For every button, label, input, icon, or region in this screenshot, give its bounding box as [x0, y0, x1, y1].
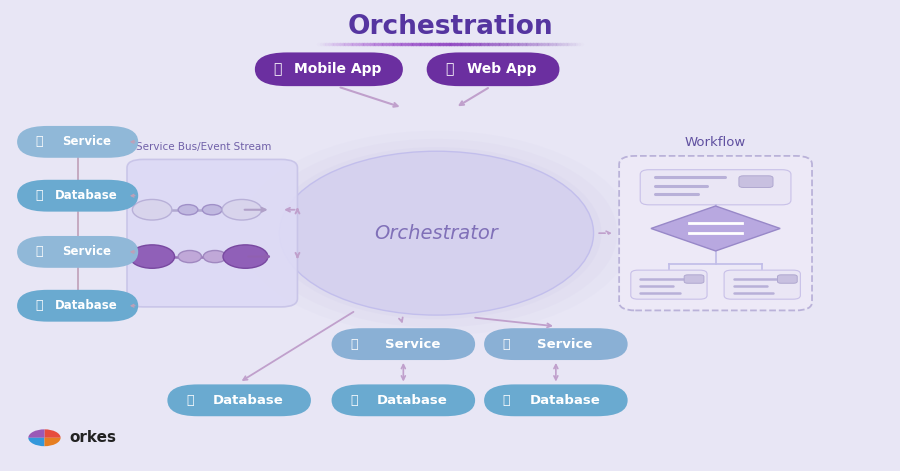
Circle shape	[130, 245, 175, 268]
Wedge shape	[28, 430, 44, 438]
Text: 🗄: 🗄	[36, 189, 43, 202]
Text: orkes: orkes	[69, 430, 117, 445]
FancyBboxPatch shape	[331, 328, 475, 360]
FancyBboxPatch shape	[167, 384, 310, 416]
FancyBboxPatch shape	[619, 156, 812, 310]
Circle shape	[202, 204, 222, 215]
Text: 👤: 👤	[36, 245, 43, 259]
FancyBboxPatch shape	[739, 176, 773, 187]
Ellipse shape	[240, 131, 633, 335]
FancyBboxPatch shape	[484, 328, 627, 360]
Text: Database: Database	[55, 189, 118, 202]
Text: Service: Service	[537, 338, 592, 350]
Ellipse shape	[280, 151, 594, 315]
Text: Database: Database	[529, 394, 600, 407]
Text: Web App: Web App	[467, 62, 536, 76]
Circle shape	[132, 199, 172, 220]
Text: Service: Service	[62, 245, 111, 259]
FancyBboxPatch shape	[778, 275, 797, 283]
Text: Orchestration: Orchestration	[347, 14, 553, 40]
FancyBboxPatch shape	[17, 126, 139, 158]
Circle shape	[203, 251, 227, 263]
FancyBboxPatch shape	[427, 52, 560, 86]
Ellipse shape	[256, 139, 617, 327]
Text: 📋: 📋	[350, 338, 357, 350]
Text: 🗄: 🗄	[503, 394, 510, 407]
Text: Service Bus/Event Stream: Service Bus/Event Stream	[136, 142, 271, 152]
Text: 🖥: 🖥	[445, 62, 454, 76]
Text: Orchestrator: Orchestrator	[374, 224, 499, 243]
FancyBboxPatch shape	[640, 170, 791, 205]
Wedge shape	[44, 430, 60, 438]
FancyBboxPatch shape	[724, 270, 800, 299]
Text: Service: Service	[62, 135, 111, 148]
Text: 🗄: 🗄	[186, 394, 194, 407]
FancyBboxPatch shape	[17, 180, 139, 211]
Polygon shape	[651, 206, 780, 251]
Text: Database: Database	[212, 394, 284, 407]
Circle shape	[178, 251, 202, 263]
FancyBboxPatch shape	[17, 236, 139, 268]
Text: Mobile App: Mobile App	[294, 62, 382, 76]
Text: 🗄: 🗄	[350, 394, 357, 407]
Circle shape	[223, 245, 268, 268]
Circle shape	[178, 204, 198, 215]
Ellipse shape	[272, 147, 601, 319]
Text: 🗄: 🗄	[36, 299, 43, 312]
Text: Workflow: Workflow	[685, 136, 746, 149]
FancyBboxPatch shape	[127, 159, 298, 307]
FancyBboxPatch shape	[684, 275, 704, 283]
Circle shape	[222, 199, 262, 220]
FancyBboxPatch shape	[484, 384, 627, 416]
Text: Service: Service	[384, 338, 440, 350]
FancyBboxPatch shape	[17, 290, 139, 322]
Wedge shape	[28, 438, 44, 446]
Text: 📋: 📋	[503, 338, 510, 350]
Text: 📱: 📱	[273, 62, 282, 76]
Text: 👤: 👤	[36, 135, 43, 148]
Text: Database: Database	[377, 394, 447, 407]
Wedge shape	[44, 438, 60, 446]
FancyBboxPatch shape	[331, 384, 475, 416]
FancyBboxPatch shape	[255, 52, 403, 86]
Text: Database: Database	[55, 299, 118, 312]
FancyBboxPatch shape	[631, 270, 707, 299]
